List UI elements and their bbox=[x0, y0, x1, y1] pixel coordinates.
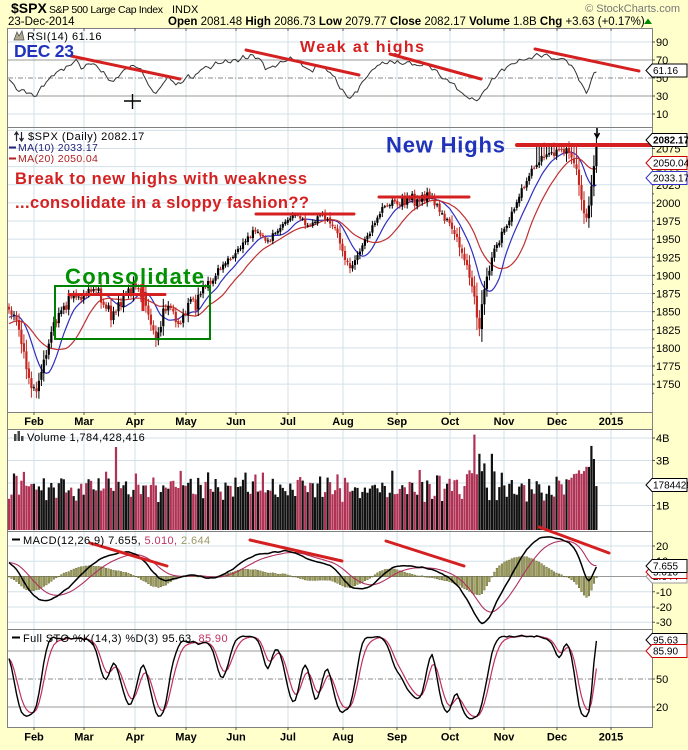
svg-text:20: 20 bbox=[656, 702, 668, 714]
svg-text:$SPX: $SPX bbox=[11, 0, 47, 16]
svg-text:Dec: Dec bbox=[547, 732, 567, 744]
svg-text:1975: 1975 bbox=[656, 216, 680, 228]
svg-text:10: 10 bbox=[656, 109, 668, 121]
svg-text:MACD(12,26,9) 7.655, 5.010, 2.: MACD(12,26,9) 7.655, 5.010, 2.644 bbox=[23, 535, 211, 547]
svg-text:-10: -10 bbox=[656, 587, 672, 599]
svg-text:May: May bbox=[175, 416, 197, 428]
svg-text:$SPX (Daily) 2082.17: $SPX (Daily) 2082.17 bbox=[28, 131, 145, 143]
svg-text:Sep: Sep bbox=[387, 416, 407, 428]
svg-text:1B: 1B bbox=[656, 501, 669, 513]
svg-text:1775: 1775 bbox=[656, 361, 680, 373]
svg-text:61.16: 61.16 bbox=[653, 66, 678, 77]
svg-text:Consolidate: Consolidate bbox=[65, 264, 204, 289]
svg-text:Mar: Mar bbox=[74, 732, 94, 744]
svg-text:RSI(14) 61.16: RSI(14) 61.16 bbox=[27, 31, 102, 43]
svg-text:Aug: Aug bbox=[332, 732, 353, 744]
svg-text:20: 20 bbox=[656, 541, 668, 553]
svg-text:1900: 1900 bbox=[656, 270, 680, 282]
svg-text:Apr: Apr bbox=[126, 416, 146, 428]
svg-text:Jul: Jul bbox=[280, 732, 296, 744]
svg-text:1925: 1925 bbox=[656, 252, 680, 264]
svg-text:Nov: Nov bbox=[494, 732, 516, 744]
svg-text:1950: 1950 bbox=[656, 234, 680, 246]
svg-text:MA(20) 2050.04: MA(20) 2050.04 bbox=[18, 153, 98, 165]
svg-text:Jul: Jul bbox=[280, 416, 296, 428]
svg-text:1825: 1825 bbox=[656, 325, 680, 337]
svg-text:95.63: 95.63 bbox=[653, 636, 678, 647]
svg-text:Oct: Oct bbox=[441, 732, 460, 744]
svg-text:Jun: Jun bbox=[226, 732, 246, 744]
svg-text:DEC 23: DEC 23 bbox=[14, 41, 74, 61]
svg-text:Jun: Jun bbox=[226, 416, 246, 428]
svg-text:1850: 1850 bbox=[656, 307, 680, 319]
svg-text:1784428: 1784428 bbox=[653, 481, 688, 492]
svg-text:30: 30 bbox=[656, 91, 668, 103]
svg-text:1800: 1800 bbox=[656, 343, 680, 355]
svg-text:...consolidate in a sloppy fas: ...consolidate in a sloppy fashion?? bbox=[15, 194, 309, 212]
svg-text:S&P 500 Large Cap Index: S&P 500 Large Cap Index bbox=[49, 4, 164, 16]
svg-text:Dec: Dec bbox=[547, 416, 567, 428]
svg-text:1875: 1875 bbox=[656, 289, 680, 301]
svg-text:MA(10) 2033.17: MA(10) 2033.17 bbox=[18, 142, 98, 154]
svg-text:3B: 3B bbox=[656, 456, 669, 468]
svg-text:© StockCharts.com: © StockCharts.com bbox=[585, 3, 680, 15]
svg-text:Open 2081.48 High 2086.73 Low: Open 2081.48 High 2086.73 Low 2079.77 Cl… bbox=[168, 16, 645, 28]
svg-text:-30: -30 bbox=[656, 617, 672, 629]
svg-text:Mar: Mar bbox=[74, 416, 94, 428]
svg-text:Feb: Feb bbox=[24, 732, 44, 744]
svg-text:2015: 2015 bbox=[599, 732, 623, 744]
svg-text:Aug: Aug bbox=[332, 416, 353, 428]
svg-text:Oct: Oct bbox=[441, 416, 460, 428]
svg-text:New Highs: New Highs bbox=[386, 133, 505, 158]
svg-text:7.655: 7.655 bbox=[653, 562, 678, 573]
svg-text:May: May bbox=[175, 732, 197, 744]
svg-text:Sep: Sep bbox=[387, 732, 407, 744]
svg-text:4B: 4B bbox=[656, 433, 669, 445]
svg-text:Full STO %K(14,3) %D(3) 95.63,: Full STO %K(14,3) %D(3) 95.63, 85.90 bbox=[23, 633, 228, 645]
svg-text:23-Dec-2014: 23-Dec-2014 bbox=[8, 16, 75, 28]
svg-text:Apr: Apr bbox=[126, 732, 146, 744]
svg-text:Nov: Nov bbox=[494, 416, 516, 428]
svg-text:2082.17: 2082.17 bbox=[653, 136, 688, 147]
svg-text:90: 90 bbox=[656, 37, 668, 49]
svg-text:1750: 1750 bbox=[656, 379, 680, 391]
svg-text:Feb: Feb bbox=[24, 416, 44, 428]
svg-text:INDX: INDX bbox=[172, 4, 199, 16]
svg-text:2050.04: 2050.04 bbox=[653, 159, 688, 170]
svg-text:Volume 1,784,428,416: Volume 1,784,428,416 bbox=[27, 432, 145, 444]
svg-text:-20: -20 bbox=[656, 602, 672, 614]
svg-text:85.90: 85.90 bbox=[653, 647, 678, 658]
svg-text:2033.17: 2033.17 bbox=[653, 174, 688, 185]
svg-text:2015: 2015 bbox=[599, 416, 623, 428]
svg-text:50: 50 bbox=[656, 674, 668, 686]
svg-text:2000: 2000 bbox=[656, 198, 680, 210]
svg-text:Break to new highs with weakne: Break to new highs with weakness bbox=[15, 170, 307, 188]
